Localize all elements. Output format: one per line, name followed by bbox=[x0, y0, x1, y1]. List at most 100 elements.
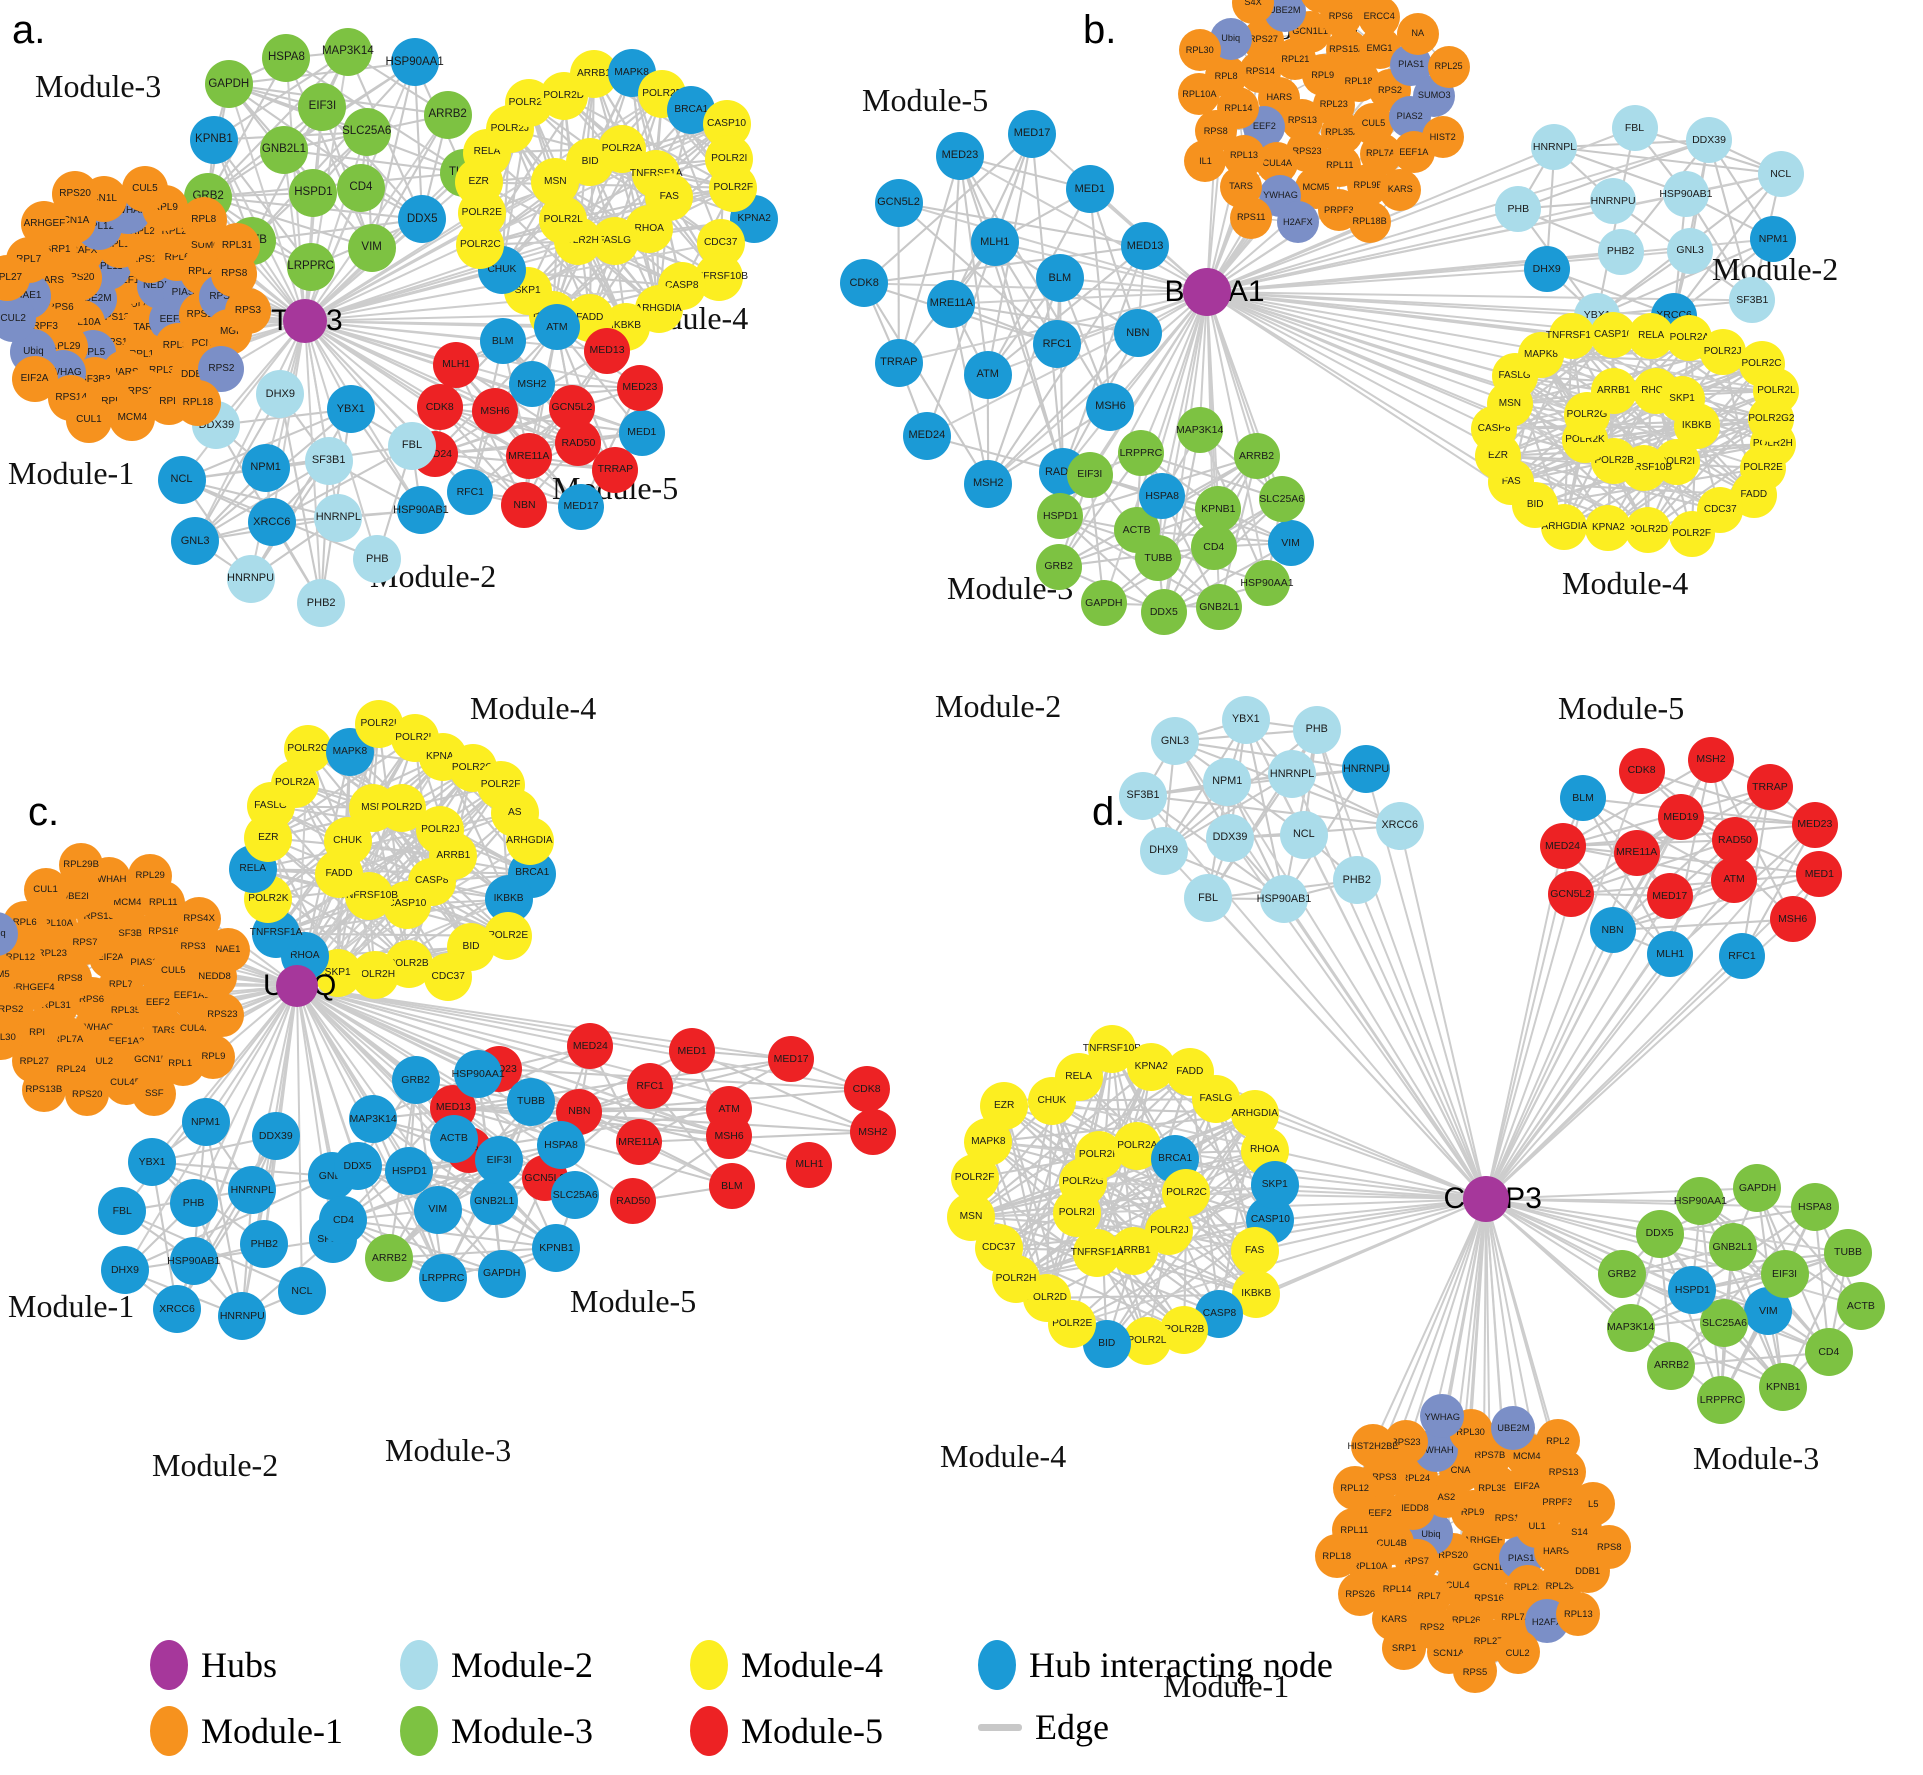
network-node[interactable]: RPL18B bbox=[1348, 201, 1391, 244]
network-node[interactable]: RPL10A bbox=[1178, 73, 1221, 116]
network-node[interactable]: EIF3I bbox=[1066, 451, 1113, 498]
network-node[interactable]: MRE11A bbox=[505, 433, 552, 480]
network-node[interactable]: SLC25A6 bbox=[1258, 476, 1305, 523]
network-node[interactable]: MLH1 bbox=[1647, 931, 1694, 978]
network-node[interactable]: PHB bbox=[1292, 705, 1341, 754]
network-node[interactable]: GNB2L1 bbox=[259, 125, 308, 174]
network-node[interactable]: VIM bbox=[413, 1185, 462, 1234]
network-node[interactable]: LRPPRC bbox=[1117, 430, 1164, 477]
network-node[interactable]: CDK8 bbox=[843, 1066, 890, 1113]
network-node[interactable]: HSP90AA1 bbox=[386, 38, 444, 87]
network-node[interactable]: MED24 bbox=[1539, 823, 1586, 870]
network-node[interactable]: GNL3 bbox=[1150, 716, 1199, 765]
network-node[interactable]: MSH6 bbox=[1769, 896, 1816, 943]
network-node[interactable]: MED23 bbox=[935, 131, 984, 180]
network-node[interactable]: TRRAP bbox=[874, 338, 923, 387]
network-node[interactable]: DDX39 bbox=[251, 1112, 300, 1161]
network-node[interactable]: HSPA8 bbox=[1139, 472, 1186, 519]
network-node[interactable]: RPL18 bbox=[174, 379, 221, 426]
network-node[interactable]: H2AFX bbox=[1276, 201, 1319, 244]
network-node[interactable]: PHB2 bbox=[297, 579, 346, 628]
network-node[interactable]: LRPPRC bbox=[419, 1254, 468, 1303]
network-node[interactable]: GAPDH bbox=[477, 1249, 526, 1298]
network-node[interactable]: BLM bbox=[1560, 775, 1607, 822]
network-node[interactable]: SSF bbox=[132, 1072, 177, 1117]
network-node[interactable]: NCL bbox=[1757, 150, 1804, 197]
network-node[interactable]: EZR bbox=[980, 1081, 1029, 1130]
network-node[interactable]: RPL29B bbox=[59, 842, 104, 887]
network-node[interactable]: FBL bbox=[1184, 874, 1233, 923]
network-node[interactable]: HSP90AB1 bbox=[167, 1236, 220, 1285]
network-node[interactable]: GCN5L2 bbox=[1547, 870, 1594, 917]
network-node[interactable]: MED13 bbox=[1121, 222, 1170, 271]
network-node[interactable]: MLH1 bbox=[970, 218, 1019, 267]
network-node[interactable]: MSH2 bbox=[849, 1109, 896, 1156]
network-node[interactable]: PHB bbox=[1495, 185, 1542, 232]
network-node[interactable]: CU bbox=[1344, 0, 1387, 9]
network-node[interactable]: RPS20 bbox=[65, 1072, 110, 1117]
network-node[interactable]: GAPDH bbox=[204, 60, 253, 109]
network-node[interactable]: NA bbox=[1396, 12, 1439, 55]
network-node[interactable]: HIST2 bbox=[1421, 116, 1464, 159]
network-node[interactable]: HSP90AB1 bbox=[1659, 170, 1712, 217]
network-node[interactable]: MED13 bbox=[584, 327, 631, 374]
network-node[interactable]: TNFRSF1A bbox=[1546, 313, 1598, 360]
network-node[interactable]: YBX1 bbox=[326, 385, 375, 434]
network-node[interactable]: HNRNPL bbox=[228, 1165, 277, 1214]
network-node[interactable]: LRPPRC bbox=[286, 242, 335, 291]
network-node[interactable]: POLR2G2 bbox=[1748, 395, 1795, 442]
network-node[interactable]: POLR2F bbox=[709, 163, 758, 212]
network-node[interactable]: VIM bbox=[1267, 519, 1314, 566]
hub-node-ubiq[interactable] bbox=[276, 965, 318, 1007]
network-node[interactable]: HIST2H2BE bbox=[1348, 1423, 1399, 1468]
network-node[interactable]: MED17 bbox=[1008, 109, 1057, 158]
network-node[interactable]: RPL13 bbox=[1556, 1591, 1601, 1636]
network-node[interactable]: MAP3K14 bbox=[322, 27, 374, 76]
network-node[interactable]: MED19 bbox=[1657, 793, 1704, 840]
network-node[interactable]: RAD50 bbox=[1711, 817, 1758, 864]
network-node[interactable]: HNRNPU bbox=[1590, 178, 1637, 225]
network-node[interactable]: HSPA8 bbox=[1790, 1183, 1839, 1232]
network-node[interactable]: NCL bbox=[1279, 810, 1328, 859]
network-node[interactable]: CUL5 bbox=[121, 165, 168, 212]
network-node[interactable]: NCL bbox=[277, 1267, 326, 1316]
network-node[interactable]: ARRB2 bbox=[365, 1233, 414, 1282]
network-node[interactable]: HNRNPU bbox=[1342, 745, 1391, 794]
network-node[interactable]: PHB bbox=[169, 1179, 218, 1228]
network-node[interactable]: MAP3K14 bbox=[1606, 1303, 1655, 1352]
network-node[interactable]: HNRNPL bbox=[1268, 749, 1317, 798]
network-node[interactable]: GNB2L1 bbox=[470, 1177, 519, 1226]
network-node[interactable]: HNRNPL bbox=[314, 493, 363, 542]
network-node[interactable]: HSP90AB1 bbox=[1257, 875, 1311, 924]
network-node[interactable]: RPL2 bbox=[1535, 1418, 1580, 1463]
network-node[interactable]: HSPA8 bbox=[262, 33, 311, 82]
network-node[interactable]: GNB2L1 bbox=[1708, 1223, 1757, 1272]
network-node[interactable]: RFC1 bbox=[627, 1063, 674, 1110]
network-node[interactable]: RPS8 bbox=[1587, 1524, 1632, 1569]
network-node[interactable]: BLM bbox=[1035, 254, 1084, 303]
network-node[interactable]: HSP90AA1 bbox=[1240, 560, 1294, 607]
network-node[interactable]: MCM4 bbox=[109, 395, 156, 442]
network-node[interactable]: VIM bbox=[347, 223, 396, 272]
network-node[interactable]: KPNB1 bbox=[1759, 1363, 1808, 1412]
network-node[interactable]: DDX5 bbox=[1635, 1209, 1684, 1258]
network-node[interactable]: HSP90AB1 bbox=[393, 486, 449, 535]
network-node[interactable]: IL1 bbox=[1184, 140, 1227, 183]
network-node[interactable]: SKP1 bbox=[1250, 1160, 1299, 1209]
network-node[interactable]: KPNB1 bbox=[532, 1223, 581, 1272]
network-node[interactable]: ARRB2 bbox=[1233, 433, 1280, 480]
network-node[interactable]: NCL bbox=[157, 455, 206, 504]
network-node[interactable]: GNL3 bbox=[1667, 227, 1714, 274]
network-node[interactable]: ACTB bbox=[429, 1114, 478, 1163]
network-node[interactable]: KARS bbox=[1379, 168, 1422, 211]
network-node[interactable]: RPL25 bbox=[1427, 45, 1470, 88]
network-node[interactable]: RPL30 bbox=[1178, 29, 1221, 72]
network-node[interactable]: ARRB1 bbox=[429, 831, 478, 880]
network-node[interactable]: TUBB bbox=[507, 1077, 556, 1126]
hub-node-casp3[interactable] bbox=[1463, 1176, 1509, 1222]
network-node[interactable]: HSPD1 bbox=[289, 169, 338, 217]
network-node[interactable]: MED17 bbox=[558, 483, 605, 530]
network-node[interactable]: BLM bbox=[479, 318, 526, 365]
network-node[interactable]: RFC1 bbox=[1718, 933, 1765, 980]
network-node[interactable]: MED24 bbox=[902, 411, 951, 460]
